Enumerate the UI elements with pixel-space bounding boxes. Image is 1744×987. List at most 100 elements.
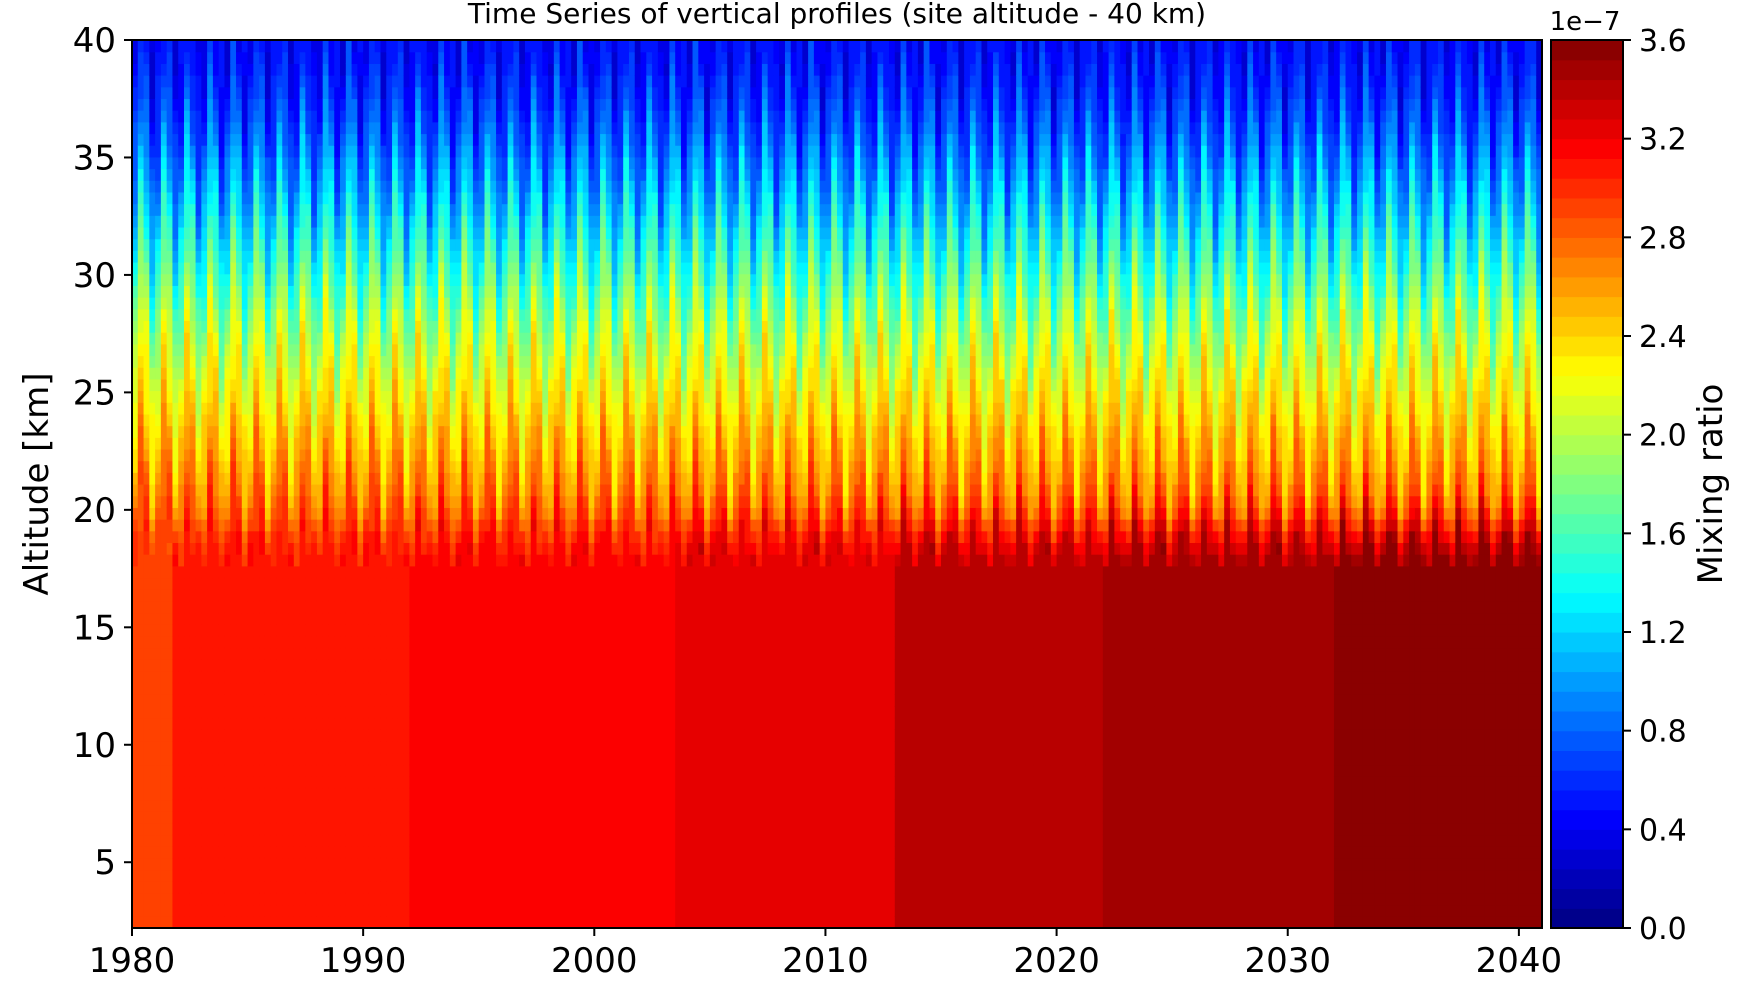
heatmap-cell (288, 892, 295, 906)
heatmap-cell (357, 203, 364, 216)
heatmap-cell (264, 565, 272, 579)
heatmap-cell (374, 460, 382, 473)
heatmap-cell (478, 367, 486, 380)
heatmap-cell (420, 530, 428, 544)
heatmap-cell (403, 448, 410, 462)
heatmap-cell (184, 729, 191, 742)
heatmap-cell (507, 448, 514, 462)
heatmap-cell (241, 378, 249, 392)
heatmap-cell (392, 682, 399, 695)
heatmap-cell (149, 752, 156, 766)
heatmap-cell (137, 670, 145, 684)
heatmap-cell (143, 86, 150, 100)
heatmap-cell (420, 156, 428, 170)
heatmap-cell (166, 682, 174, 695)
heatmap-cell (340, 752, 347, 766)
heatmap-cell (426, 857, 434, 871)
heatmap-cell (137, 554, 145, 567)
heatmap-cell (357, 577, 364, 590)
heatmap-cell (340, 624, 347, 637)
heatmap-cell (501, 273, 509, 286)
heatmap-cell (201, 589, 208, 602)
heatmap-cell (340, 448, 347, 462)
heatmap-cell (212, 542, 220, 555)
heatmap-cell (207, 484, 214, 497)
heatmap-cell (340, 168, 347, 181)
heatmap-cell (328, 787, 335, 801)
heatmap-cell (195, 741, 202, 754)
heatmap-cell (264, 121, 272, 135)
heatmap-cell (461, 86, 468, 100)
heatmap-cell (241, 624, 249, 637)
heatmap-cell (316, 51, 324, 64)
heatmap-cell (409, 519, 416, 532)
heatmap-cell (241, 110, 249, 123)
heatmap-cell (484, 717, 491, 730)
heatmap-cell (368, 892, 376, 906)
heatmap-cell (403, 75, 410, 88)
heatmap-cell (392, 320, 399, 333)
heatmap-cell (496, 717, 503, 730)
heatmap-cell (259, 787, 266, 801)
heatmap-cell (490, 262, 497, 275)
heatmap-cell (155, 262, 162, 275)
heatmap-cell (137, 320, 145, 333)
heatmap-cell (311, 612, 318, 625)
heatmap-cell (432, 156, 439, 170)
heatmap-cell (340, 156, 347, 170)
heatmap-cell (484, 273, 491, 286)
heatmap-cell (351, 285, 358, 298)
heatmap-cell (357, 519, 364, 532)
heatmap-cell (166, 425, 174, 438)
heatmap-cell (270, 659, 278, 672)
heatmap-cell (166, 881, 174, 894)
heatmap-cell (484, 297, 491, 310)
heatmap-cell (380, 226, 387, 240)
heatmap-cell (386, 75, 393, 88)
heatmap-cell (397, 834, 405, 847)
heatmap-cell (259, 250, 266, 263)
heatmap-cell (178, 180, 185, 193)
heatmap-cell (397, 273, 405, 286)
heatmap-cell (426, 694, 434, 707)
heatmap-cell (149, 332, 156, 345)
heatmap-cell (236, 215, 243, 228)
heatmap-cell (288, 63, 295, 76)
heatmap-cell (247, 776, 254, 789)
heatmap-cell (501, 75, 509, 88)
heatmap-cell (328, 776, 335, 789)
heatmap-cell (149, 600, 156, 614)
heatmap-cell (455, 437, 462, 450)
heatmap-cell (334, 402, 341, 415)
heatmap-cell (397, 437, 405, 450)
heatmap-cell (299, 145, 306, 158)
heatmap-cell (160, 565, 168, 579)
heatmap-cell (241, 343, 249, 357)
heatmap-cell (189, 168, 197, 181)
heatmap-cell (334, 285, 341, 298)
heatmap-cell (195, 402, 202, 415)
heatmap-cell (392, 448, 399, 462)
heatmap-cell (149, 565, 156, 579)
heatmap-cell (386, 670, 393, 684)
heatmap-cell (207, 472, 214, 485)
heatmap-cell (224, 577, 231, 590)
heatmap-cell (241, 98, 249, 111)
heatmap-cell (386, 203, 393, 216)
heatmap-cell (334, 273, 341, 286)
heatmap-cell (299, 776, 306, 789)
heatmap-cell (420, 764, 428, 777)
heatmap-cell (340, 612, 347, 625)
heatmap-cell (299, 320, 306, 333)
heatmap-cell (207, 413, 214, 427)
heatmap-cell (166, 530, 174, 544)
heatmap-cell (334, 343, 341, 357)
heatmap-cell (415, 168, 422, 181)
heatmap-cell (143, 343, 150, 357)
heatmap-cell (444, 519, 451, 532)
heatmap-cell (420, 297, 428, 310)
heatmap-cell (472, 472, 480, 485)
heatmap-cell (357, 460, 364, 473)
heatmap-cell (212, 51, 220, 64)
heatmap-cell (212, 402, 220, 415)
